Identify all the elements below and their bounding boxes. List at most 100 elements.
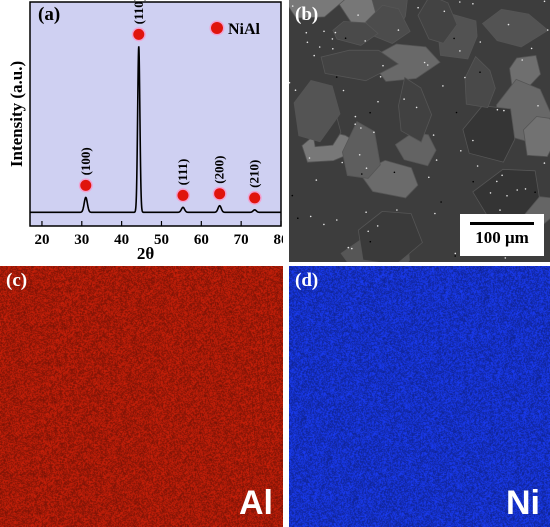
precipitate-dot bbox=[342, 89, 345, 92]
precipitate-dot bbox=[423, 61, 426, 64]
precipitate-dot bbox=[546, 29, 549, 31]
precipitate-dot bbox=[454, 252, 457, 255]
peak-label: (210) bbox=[247, 160, 262, 188]
x-tick-label: 50 bbox=[154, 232, 169, 248]
al-map-panel: (c) Al bbox=[0, 266, 283, 527]
precipitate-dot bbox=[373, 131, 375, 134]
precipitate-dot bbox=[442, 85, 444, 87]
grain bbox=[357, 210, 423, 262]
al-map-image bbox=[0, 266, 283, 527]
precipitate-dot bbox=[434, 212, 436, 215]
grain bbox=[293, 79, 341, 143]
precipitate-dot bbox=[308, 157, 311, 159]
xrd-chart: (100) (110) (111) (200) (210) 20 30 40 50 60 70 80 2… bbox=[7, 0, 284, 262]
panel-label-a: (a) bbox=[38, 4, 61, 25]
grain bbox=[394, 132, 437, 167]
precipitate-dot bbox=[506, 195, 508, 197]
precipitate-dot bbox=[291, 194, 294, 197]
precipitate-dot bbox=[360, 127, 362, 129]
precipitate-dot bbox=[357, 14, 359, 16]
precipitate-dot bbox=[472, 180, 474, 183]
precipitate-dot bbox=[318, 46, 321, 48]
precipitate-dot bbox=[472, 3, 474, 5]
scale-bar: 100 μm bbox=[460, 214, 544, 256]
precipitate-dot bbox=[464, 76, 466, 79]
precipitate-dot bbox=[294, 89, 297, 91]
panel-label-b: (b) bbox=[295, 4, 319, 25]
ni-map-panel: (d) Ni bbox=[289, 266, 550, 527]
precipitate-dot bbox=[334, 31, 337, 34]
precipitate-dot bbox=[309, 215, 312, 218]
panel-label-d: (d) bbox=[295, 270, 319, 291]
precipitate-dot bbox=[472, 139, 474, 142]
precipitate-dot bbox=[476, 165, 479, 167]
grain bbox=[332, 21, 379, 46]
y-axis-label: Intensity (a.u.) bbox=[7, 61, 26, 167]
precipitate-dot bbox=[459, 1, 461, 3]
peak-label: (110) bbox=[131, 0, 146, 24]
precipitate-dot bbox=[289, 81, 291, 84]
x-tick-label: 30 bbox=[74, 232, 89, 248]
precipitate-dot bbox=[496, 108, 499, 111]
precipitate-dot bbox=[403, 98, 405, 100]
precipitate-dot bbox=[460, 150, 462, 152]
grain bbox=[464, 55, 496, 109]
precipitate-dot bbox=[291, 5, 294, 7]
ni-map-image bbox=[289, 266, 550, 527]
x-tick-label: 20 bbox=[34, 232, 49, 248]
precipitate-dot bbox=[393, 171, 396, 174]
plot-area bbox=[29, 1, 282, 227]
grain bbox=[341, 121, 381, 179]
peak-label: (100) bbox=[78, 147, 93, 175]
grain bbox=[462, 105, 516, 163]
precipitate-dot bbox=[364, 40, 366, 42]
precipitate-dot bbox=[297, 217, 299, 219]
precipitate-dot bbox=[543, 0, 546, 3]
precipitate-dot bbox=[499, 209, 501, 211]
precipitate-dot bbox=[379, 76, 382, 78]
x-tick-label: 80 bbox=[274, 232, 284, 248]
precipitate-dot bbox=[376, 225, 379, 227]
xrd-panel: (100) (110) (111) (200) (210) 20 30 40 50 60 70 80 2… bbox=[0, 0, 283, 262]
precipitate-dot bbox=[455, 111, 458, 114]
precipitate-dot bbox=[331, 38, 334, 40]
precipitate-dot bbox=[503, 109, 505, 112]
precipitate-dot bbox=[323, 223, 325, 226]
precipitate-dot bbox=[367, 230, 369, 233]
precipitate-dot bbox=[454, 255, 456, 257]
grain bbox=[289, 0, 345, 19]
precipitate-dot bbox=[489, 192, 492, 194]
precipitate-dot bbox=[507, 23, 510, 26]
precipitate-dot bbox=[426, 64, 429, 66]
peak-marker bbox=[249, 192, 261, 204]
precipitate-dot bbox=[313, 54, 315, 57]
precipitate-dot bbox=[496, 180, 498, 183]
precipitate-dot bbox=[365, 167, 368, 169]
precipitate-dot bbox=[347, 246, 350, 249]
peak-label: (111) bbox=[175, 159, 190, 186]
precipitate-dot bbox=[415, 106, 418, 109]
element-label-ni: Ni bbox=[506, 484, 540, 522]
precipitate-dot bbox=[432, 134, 435, 136]
precipitate-dot bbox=[315, 179, 318, 181]
peak-marker bbox=[214, 188, 226, 200]
precipitate-dot bbox=[351, 247, 353, 250]
precipitate-dot bbox=[354, 123, 356, 125]
peak-marker bbox=[80, 179, 92, 191]
panel-label-c: (c) bbox=[6, 270, 28, 291]
element-label-al: Al bbox=[239, 484, 273, 522]
precipitate-dot bbox=[336, 219, 338, 221]
precipitate-dot bbox=[543, 162, 546, 164]
precipitate-dot bbox=[377, 100, 379, 103]
precipitate-dot bbox=[323, 30, 325, 33]
precipitate-dot bbox=[361, 173, 363, 175]
x-tick-label: 60 bbox=[194, 232, 209, 248]
precipitate-dot bbox=[396, 209, 398, 211]
precipitate-dot bbox=[524, 188, 527, 190]
grain bbox=[417, 0, 458, 44]
precipitate-dot bbox=[358, 154, 361, 156]
grain bbox=[398, 76, 433, 143]
precipitate-dot bbox=[504, 257, 507, 259]
precipitate-dot bbox=[382, 64, 384, 67]
scale-bar-label: 100 μm bbox=[475, 228, 529, 247]
